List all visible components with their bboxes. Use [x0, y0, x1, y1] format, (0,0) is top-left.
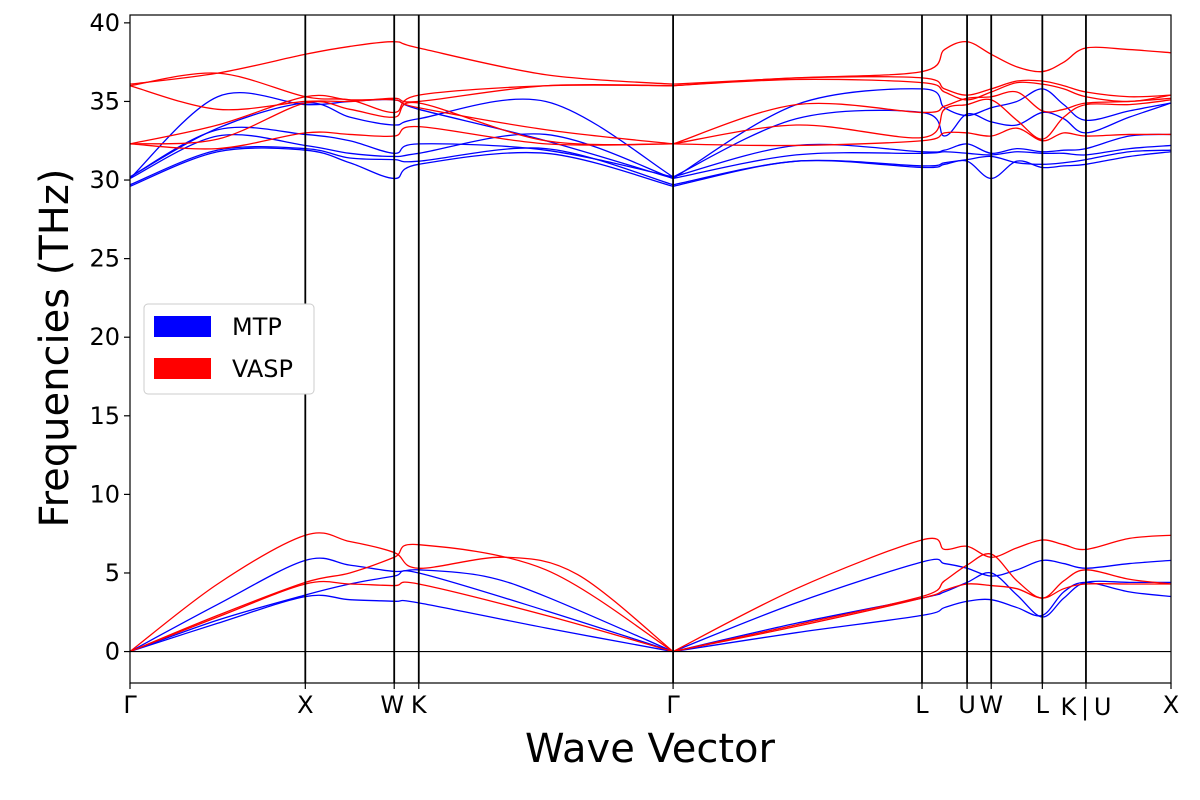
legend-label-mtp: MTP: [232, 313, 282, 341]
legend: MTP VASP: [143, 303, 315, 395]
vasp-band-line: [129, 94, 674, 145]
vasp-band-line: [129, 543, 674, 653]
vasp-band-line: [129, 100, 674, 146]
x-tick-label: L: [1036, 691, 1050, 719]
x-tick-label: Γ: [666, 691, 680, 719]
x-tick-label: U: [958, 691, 976, 719]
x-axis-label: Wave Vector: [525, 726, 776, 772]
plot-frame: [129, 14, 1172, 684]
y-tick-label: 30: [89, 166, 120, 194]
x-tick-label: W: [380, 691, 404, 719]
x-tick-label: Γ: [123, 691, 137, 719]
x-tick-label: K: [411, 691, 428, 719]
legend-label-vasp: VASP: [232, 355, 293, 383]
x-tick-label: W: [979, 691, 1003, 719]
x-tick-label: X: [1163, 691, 1179, 719]
mtp-band-line: [129, 145, 674, 186]
x-tick-label: L: [915, 691, 929, 719]
mtp-band-line: [129, 570, 674, 653]
mtp-band-line: [129, 133, 674, 180]
y-tick-label: 15: [89, 402, 120, 430]
vasp-band-line: [129, 41, 674, 85]
mtp-band-line: [129, 98, 674, 178]
y-tick-label: 20: [89, 323, 120, 351]
legend-swatch-mtp: [154, 316, 211, 337]
vasp-band-line: [129, 72, 674, 114]
y-axis-ticks: 0 5 10 15 20 25 30 35 40: [89, 9, 130, 666]
vasp-band-line: [129, 580, 674, 653]
vasp-band-line: [129, 125, 674, 150]
mtp-band-line: [129, 594, 674, 653]
y-tick-label: 35: [89, 87, 120, 115]
x-tick-label: K | U: [1060, 693, 1111, 721]
y-tick-label: 25: [89, 245, 120, 273]
high-symmetry-lines: [304, 15, 1087, 683]
y-tick-label: 5: [105, 559, 120, 587]
legend-swatch-vasp: [154, 358, 211, 379]
y-axis-label: Frequencies (THz): [32, 169, 78, 528]
mtp-band-line: [129, 126, 674, 178]
vasp-band-line: [129, 532, 674, 653]
y-tick-label: 10: [89, 480, 120, 508]
x-tick-label: X: [297, 691, 313, 719]
y-tick-label: 0: [105, 638, 120, 666]
y-tick-label: 40: [89, 9, 120, 37]
mtp-band-line: [129, 147, 674, 187]
